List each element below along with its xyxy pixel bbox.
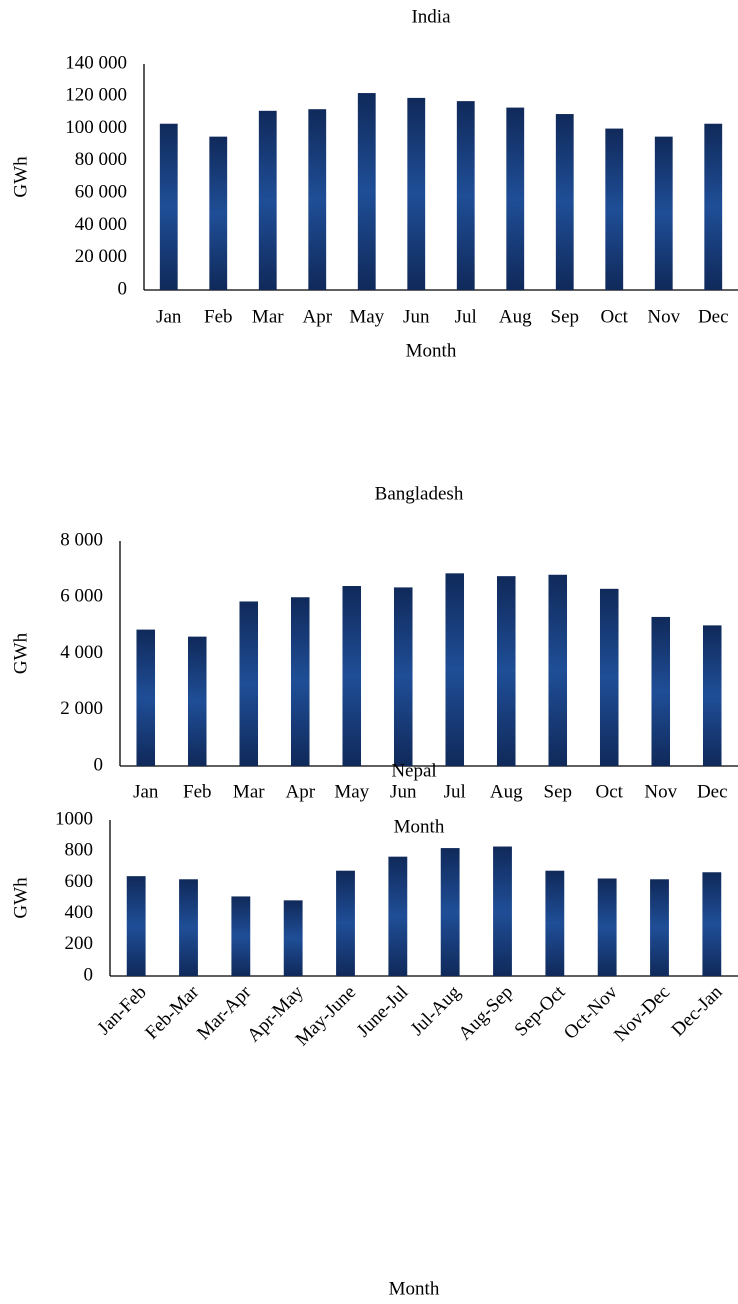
bar bbox=[651, 616, 671, 766]
y-tick-label: 0 bbox=[94, 754, 104, 775]
x-tick-label: Jun bbox=[390, 781, 417, 802]
bar bbox=[407, 97, 426, 291]
bar bbox=[702, 872, 722, 976]
bar bbox=[258, 110, 277, 290]
x-tick-label: Jul bbox=[455, 306, 477, 327]
x-tick-label: Dec-Jan bbox=[668, 981, 727, 1040]
bar bbox=[283, 900, 303, 976]
bar bbox=[506, 107, 525, 290]
bar bbox=[357, 93, 376, 290]
x-tick-label: Apr bbox=[302, 306, 332, 327]
x-tick-label: Sep bbox=[544, 781, 573, 802]
x-tick-label: Jan bbox=[156, 306, 182, 327]
y-tick-label: 60 000 bbox=[75, 182, 127, 203]
bar bbox=[231, 896, 251, 976]
chart-title: India bbox=[411, 6, 451, 27]
bar bbox=[654, 136, 673, 290]
x-tick-label: Dec bbox=[697, 781, 728, 802]
x-tick-label: Oct bbox=[601, 306, 629, 327]
x-tick-label: Oct bbox=[596, 781, 624, 802]
bar bbox=[545, 870, 565, 976]
x-tick-label: Nov-Dec bbox=[610, 982, 674, 1046]
y-axis-label: GWh bbox=[10, 632, 31, 674]
x-tick-label: Feb bbox=[183, 781, 212, 802]
bar bbox=[493, 846, 512, 976]
x-tick-label: Jun bbox=[403, 306, 430, 327]
bar bbox=[650, 879, 669, 976]
bar bbox=[159, 123, 178, 290]
x-axis-label: Month bbox=[389, 1278, 440, 1299]
bar bbox=[290, 597, 310, 766]
x-tick-label: Sep bbox=[551, 306, 580, 327]
x-tick-label: Jul bbox=[444, 781, 466, 802]
x-tick-label: Sep-Oct bbox=[511, 981, 570, 1040]
bar bbox=[445, 573, 465, 766]
y-tick-label: 400 bbox=[65, 902, 94, 923]
x-tick-label: Jan bbox=[133, 781, 159, 802]
bar bbox=[187, 636, 207, 766]
bar bbox=[548, 574, 568, 766]
bar bbox=[599, 588, 619, 766]
bar bbox=[702, 625, 722, 766]
y-tick-label: 120 000 bbox=[65, 85, 127, 106]
bar bbox=[388, 856, 408, 976]
y-tick-label: 8 000 bbox=[60, 529, 103, 550]
x-tick-label: Nov bbox=[647, 306, 680, 327]
y-tick-label: 0 bbox=[84, 964, 94, 985]
y-tick-label: 80 000 bbox=[75, 149, 127, 170]
bar bbox=[605, 128, 624, 290]
x-tick-label: May bbox=[334, 781, 369, 802]
bar bbox=[336, 870, 355, 976]
bar bbox=[126, 876, 146, 976]
x-tick-label: Mar bbox=[233, 781, 265, 802]
y-tick-label: 40 000 bbox=[75, 214, 127, 235]
y-axis-label: GWh bbox=[10, 156, 31, 198]
y-tick-label: 800 bbox=[65, 840, 94, 861]
bar bbox=[179, 879, 198, 976]
bar bbox=[308, 109, 327, 290]
bar bbox=[209, 136, 228, 290]
y-tick-label: 20 000 bbox=[75, 246, 127, 267]
x-tick-label: Mar bbox=[252, 306, 284, 327]
x-tick-label: Feb-Mar bbox=[141, 981, 203, 1043]
x-tick-label: Feb bbox=[204, 306, 233, 327]
bar bbox=[393, 587, 413, 766]
x-tick-label: May bbox=[349, 306, 384, 327]
bar bbox=[136, 629, 156, 766]
x-tick-label: June-Jul bbox=[353, 982, 413, 1042]
y-tick-label: 4 000 bbox=[60, 642, 103, 663]
bar bbox=[440, 848, 460, 976]
bar bbox=[496, 576, 516, 766]
bar bbox=[342, 586, 362, 766]
x-tick-label: Nov bbox=[644, 781, 677, 802]
y-tick-label: 600 bbox=[65, 871, 94, 892]
bar bbox=[456, 101, 475, 290]
y-tick-label: 1000 bbox=[55, 808, 93, 829]
x-tick-label: Aug-Sep bbox=[454, 982, 517, 1045]
x-tick-label: Aug bbox=[490, 781, 523, 802]
chart-title: Bangladesh bbox=[375, 483, 464, 504]
x-axis-label: Month bbox=[394, 816, 445, 837]
x-tick-label: Apr bbox=[285, 781, 315, 802]
x-axis-label: Month bbox=[406, 340, 457, 361]
bar bbox=[555, 114, 574, 291]
y-tick-label: 6 000 bbox=[60, 586, 103, 607]
bar bbox=[704, 123, 723, 290]
y-tick-label: 2 000 bbox=[60, 698, 103, 719]
y-tick-label: 200 bbox=[65, 933, 94, 954]
y-axis-label: GWh bbox=[10, 877, 31, 919]
y-tick-label: 140 000 bbox=[65, 52, 127, 73]
y-tick-label: 100 000 bbox=[65, 117, 127, 138]
x-tick-label: Dec bbox=[698, 306, 729, 327]
chart-title: Nepal bbox=[391, 760, 436, 781]
bar bbox=[597, 878, 617, 976]
x-tick-label: Aug bbox=[499, 306, 532, 327]
y-tick-label: 0 bbox=[118, 278, 128, 299]
bar bbox=[239, 601, 259, 766]
